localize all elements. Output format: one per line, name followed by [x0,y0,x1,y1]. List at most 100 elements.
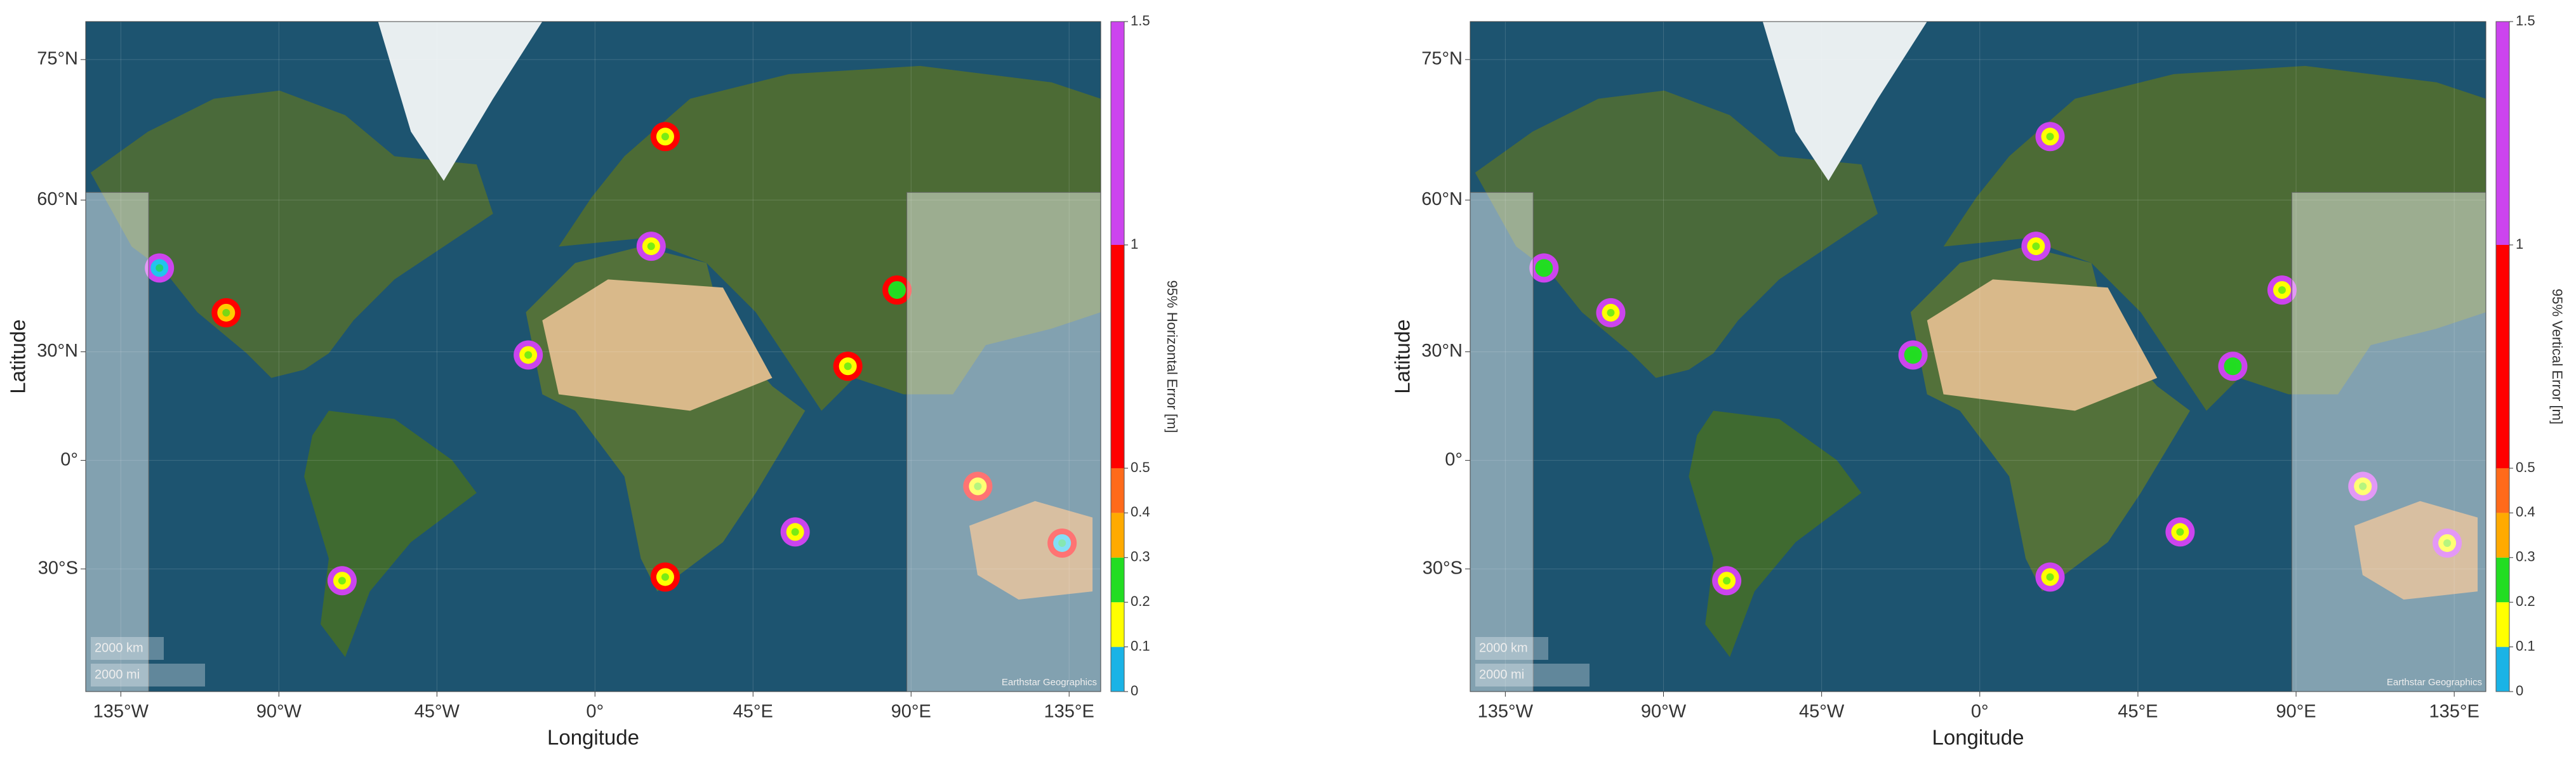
colorbar-label: 95% Horizontal Error [m] [1164,280,1180,433]
y-tick-label: 30°S [1423,558,1463,578]
colorbar-tick-label: 0.3 [2516,549,2535,565]
attribution: Earthstar Geographics [2387,677,2482,688]
x-tick-label: 90°E [891,702,931,722]
y-tick-label: 75°N [37,49,78,69]
x-axis-label: Longitude [1932,726,2024,749]
colorbar-frame [1110,21,1125,692]
marker-core [2176,528,2184,536]
x-tick-label: 0° [586,702,604,722]
scale-bar-label: 2000 km [95,641,143,655]
colorbar-tick-label: 0.2 [1131,593,1150,609]
colorbar-tick-label: 0.2 [2516,593,2535,609]
marker-core [647,242,655,251]
y-axis-label: Latitude [1391,319,1414,393]
y-tick-label: 0° [60,449,78,470]
colorbar-tick-label: 0.3 [1131,549,1150,565]
marker-core [661,573,669,581]
frame [85,21,1101,692]
x-tick-label: 0° [1971,702,1989,722]
scale-bar [1475,637,1548,660]
marker-core [661,133,669,141]
colorbar-segment [2496,22,2509,245]
attribution: Earthstar Geographics [1002,677,1097,688]
x-tick-label: 135°E [1044,702,1094,722]
colorbar-tick-label: 0 [1131,683,1138,699]
marker-core [844,362,852,371]
colorbar-tick-label: 0.5 [2516,459,2535,475]
marker-core [2443,539,2452,547]
y-tick-label: 0° [1445,449,1463,470]
colorbar-segment [2496,513,2509,558]
marker-core [338,577,346,585]
marker-core [1607,308,1615,317]
marker-core [156,264,164,272]
colorbar-segment [1111,468,1124,513]
colorbar-tick-label: 1 [1131,236,1138,252]
y-tick-label: 30°N [1421,341,1463,361]
colorbar-segment [2496,557,2509,603]
x-tick-label: 90°W [256,702,302,722]
y-tick-label: 60°N [1421,189,1463,209]
scale-bar-label: 2000 km [1479,641,1528,655]
colorbar-tick-label: 1 [2516,236,2523,252]
marker-core [1058,539,1066,547]
x-tick-label: 135°W [1478,702,1534,722]
colorbar-tick-label: 0.4 [2516,504,2535,520]
colorbar-segment [1111,513,1124,558]
marker-core [974,482,982,490]
colorbar-segment [2496,602,2509,647]
colorbar-segment [1111,647,1124,692]
x-tick-label: 135°W [93,702,149,722]
x-tick-label: 135°E [2429,702,2480,722]
colorbar-segment [1111,22,1124,245]
marker-core [2046,133,2054,141]
x-axis-label: Longitude [547,726,639,749]
marker-core [893,286,901,294]
marker-core [2046,573,2054,581]
colorbar-segment [2496,647,2509,692]
marker-core [1723,577,1731,585]
marker-core [791,528,799,536]
y-tick-label: 30°N [37,341,78,361]
marker-core [2032,242,2040,251]
colorbar-segment [2496,468,2509,513]
x-tick-label: 90°E [2276,702,2316,722]
scale-bar [91,664,205,686]
colorbar-tick-label: 0 [2516,683,2523,699]
x-tick-label: 45°W [415,702,460,722]
x-tick-label: 45°W [1799,702,1845,722]
frame [1470,21,2486,692]
colorbar-label: 95% Vertical Error [m] [2549,289,2565,424]
marker-core [2229,362,2237,371]
y-axis-label: Latitude [6,319,30,393]
colorbar-tick-label: 0.4 [1131,504,1150,520]
colorbar-segment [1111,602,1124,647]
colorbar-tick-label: 1.5 [2516,13,2535,29]
y-tick-label: 30°S [38,558,78,578]
marker-core [2278,286,2286,294]
marker-core [524,351,533,359]
scale-bar [91,637,164,660]
scale-bar-label: 2000 mi [1479,667,1524,681]
colorbar-segment [2496,245,2509,468]
marker-core [1909,351,1917,359]
marker-core [2359,482,2367,490]
colorbar-segment [1111,557,1124,603]
y-tick-label: 60°N [37,189,78,209]
y-tick-label: 75°N [1421,49,1463,69]
marker-core [222,308,230,317]
overlay [85,192,149,692]
colorbar-tick-label: 1.5 [1131,13,1150,29]
colorbar-tick-label: 0.1 [2516,638,2535,654]
colorbar-segment [1111,245,1124,468]
x-tick-label: 90°W [1641,702,1687,722]
x-tick-label: 45°E [733,702,773,722]
x-tick-label: 45°E [2118,702,2158,722]
scale-bar [1475,664,1590,686]
colorbar-tick-label: 0.1 [1131,638,1150,654]
marker-core [1540,264,1548,272]
overlay [1470,192,1534,692]
overlay [906,192,1101,692]
scale-bar-label: 2000 mi [95,667,140,681]
